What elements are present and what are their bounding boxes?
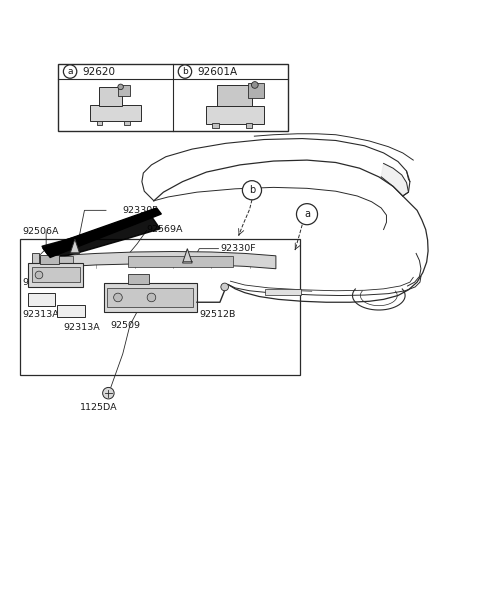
Circle shape <box>221 283 228 291</box>
Text: 92330F: 92330F <box>123 206 158 215</box>
Bar <box>212 123 219 128</box>
Text: 1125DA: 1125DA <box>80 403 117 412</box>
Circle shape <box>103 387 114 399</box>
Bar <box>97 120 102 125</box>
Bar <box>90 105 141 122</box>
Polygon shape <box>43 208 161 257</box>
Text: 92508B: 92508B <box>22 278 59 286</box>
Text: 92313A: 92313A <box>63 323 100 332</box>
Bar <box>248 83 264 98</box>
Text: 92569A: 92569A <box>147 225 183 234</box>
Bar <box>217 85 252 107</box>
Bar <box>57 305 85 317</box>
Text: b: b <box>182 67 188 76</box>
Text: 92330F: 92330F <box>221 244 256 253</box>
Text: 92512B: 92512B <box>199 310 236 319</box>
Polygon shape <box>381 164 408 196</box>
Text: 92506A: 92506A <box>22 227 59 237</box>
Text: b: b <box>249 185 255 195</box>
Bar <box>40 256 73 266</box>
Circle shape <box>35 271 43 279</box>
Bar <box>58 65 288 132</box>
Bar <box>108 288 193 307</box>
Bar <box>128 256 233 267</box>
Bar <box>32 267 80 282</box>
Circle shape <box>297 203 318 225</box>
Bar <box>99 87 122 106</box>
Text: 92601A: 92601A <box>197 66 237 76</box>
Circle shape <box>147 293 156 302</box>
Circle shape <box>63 65 77 78</box>
Polygon shape <box>182 248 192 263</box>
Bar <box>128 275 149 284</box>
Circle shape <box>114 293 122 302</box>
Bar <box>104 283 197 312</box>
Text: a: a <box>304 209 310 219</box>
Circle shape <box>252 82 258 88</box>
Circle shape <box>242 181 262 200</box>
Polygon shape <box>70 239 80 253</box>
Bar <box>206 106 264 124</box>
Text: 92313A: 92313A <box>22 310 59 319</box>
Polygon shape <box>42 215 160 260</box>
Polygon shape <box>36 251 276 269</box>
Bar <box>32 253 38 268</box>
Bar <box>118 85 131 96</box>
Text: 92620: 92620 <box>82 66 115 76</box>
Bar <box>245 123 252 128</box>
Circle shape <box>118 84 123 90</box>
Bar <box>20 239 300 375</box>
Circle shape <box>178 65 192 78</box>
Text: 92509: 92509 <box>111 321 141 330</box>
Bar <box>28 293 55 306</box>
Bar <box>28 263 84 287</box>
Bar <box>124 120 130 125</box>
Text: a: a <box>67 67 73 76</box>
Bar <box>40 256 59 264</box>
Bar <box>265 289 301 295</box>
